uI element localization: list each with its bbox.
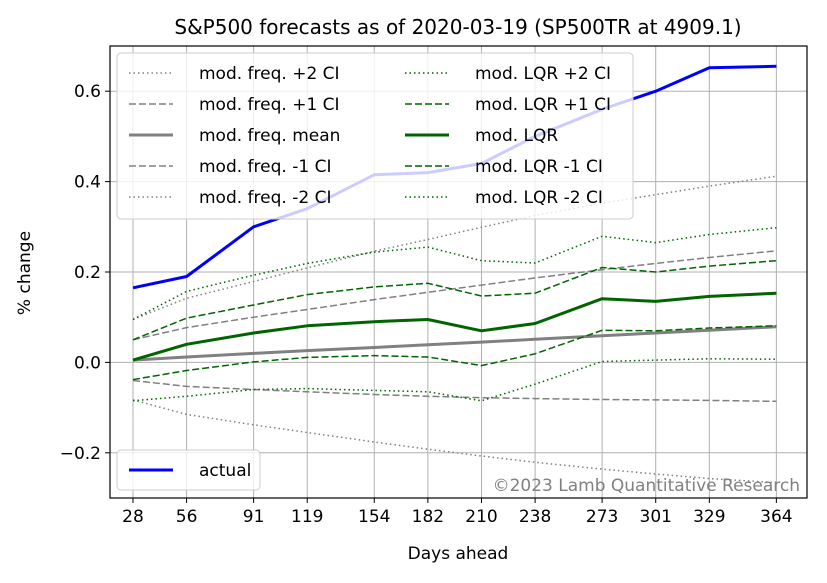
x-tick-label: 210 [465, 507, 497, 527]
x-tick-label: 273 [586, 507, 618, 527]
x-tick-label: 238 [519, 507, 551, 527]
legend-entry-label: mod. freq. -1 CI [199, 157, 331, 177]
legend-actual: actual [116, 449, 261, 491]
series-line-mod-lqr-1-ci [132, 325, 777, 381]
y-tick-label: −0.2 [60, 444, 101, 464]
y-tick-label: 0.2 [74, 263, 101, 283]
x-tick-label: 119 [291, 507, 323, 527]
x-tick-label: 364 [760, 507, 792, 527]
series-line-mod-lqr [132, 291, 777, 362]
legend-entry-label: mod. freq. -2 CI [199, 188, 331, 208]
x-tick-label: 56 [176, 507, 198, 527]
legend-entry-label: mod. LQR [475, 126, 558, 146]
legend-forecasts: mod. freq. +2 CI mod. freq. +1 CI mod. fre… [116, 52, 634, 220]
y-axis-label: % change [15, 231, 35, 315]
legend-entry-label: mod. LQR +1 CI [475, 95, 611, 115]
y-tick-label: 0.6 [74, 82, 101, 102]
x-tick-label: 28 [122, 507, 144, 527]
y-tick-label: 0.4 [74, 173, 101, 193]
legend-box [116, 449, 261, 491]
legend-entry-label: mod. freq. +1 CI [199, 95, 340, 115]
series-line-mod-freq-2-ci [132, 175, 777, 321]
series-line-mod-lqr-1-ci [132, 259, 777, 341]
y-tick-label: 0.0 [74, 353, 101, 373]
x-axis-label: Days ahead [408, 544, 509, 564]
x-tick-label: 182 [412, 507, 444, 527]
series-line-mod-lqr-2-ci [132, 226, 777, 321]
legend-entry-label: mod. LQR +2 CI [475, 64, 611, 84]
legend-entry-label: mod. LQR -1 CI [475, 157, 603, 177]
x-tick-label: 154 [358, 507, 390, 527]
legend-entry-label: mod. freq. mean [199, 126, 340, 146]
legend-box [116, 52, 634, 220]
x-tick-label: 91 [243, 507, 265, 527]
x-tick-label: 301 [640, 507, 672, 527]
legend-entry-label: mod. freq. +2 CI [199, 64, 340, 84]
axis-layer: 28 56 91 119 154 182 210 238 273 301 329 364 −0.2 0.0… [60, 82, 793, 527]
series-line-mod-freq-mean [132, 325, 777, 362]
x-tick-label: 329 [693, 507, 725, 527]
series-line-mod-freq-1-ci [132, 379, 777, 403]
legend-entry-label: actual [199, 461, 251, 481]
watermark: ©2023 Lamb Quantitative Research [493, 476, 800, 496]
series-line-mod-freq-1-ci [132, 250, 777, 341]
legend-entry-label: mod. LQR -2 CI [475, 188, 603, 208]
chart-title: S&P500 forecasts as of 2020-03-19 (SP500… [174, 15, 741, 39]
